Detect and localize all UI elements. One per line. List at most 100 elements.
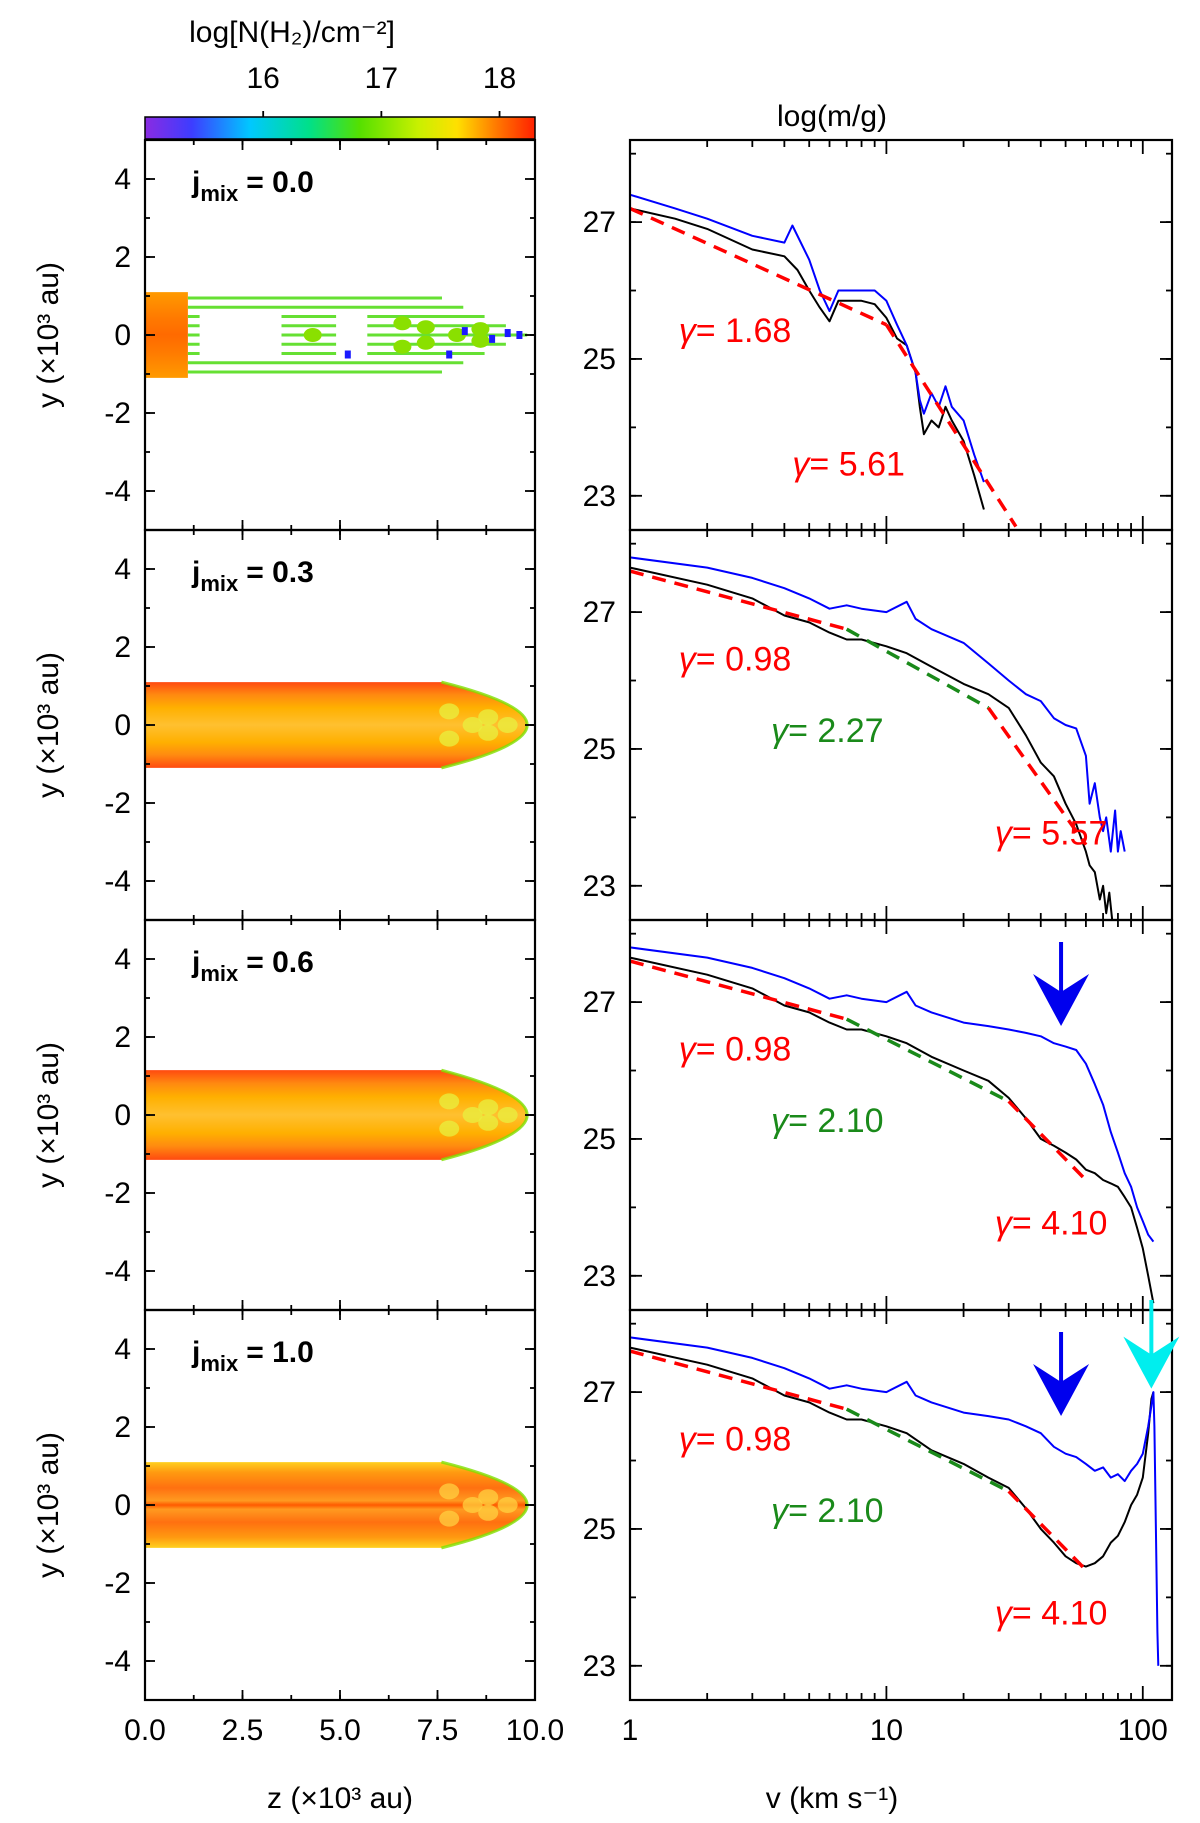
y-tick-label: -4 — [104, 865, 131, 898]
gamma-symbol: γ — [995, 815, 1014, 853]
jet-knot — [303, 328, 322, 342]
jmix-symbol: j — [191, 556, 200, 589]
x-tick-label: 7.5 — [417, 1714, 459, 1747]
jmix-subscript: mix — [200, 1351, 239, 1376]
y-tick-label: 2 — [114, 1411, 131, 1444]
y-tick-label: 4 — [114, 553, 131, 586]
y-tick-label: 25 — [583, 1123, 616, 1156]
gamma-label: γ= 4.10 — [995, 1205, 1107, 1243]
y-tick-label: 25 — [583, 1513, 616, 1546]
jet-speck — [461, 327, 468, 336]
density-panel: 4 2 0 -2 -4 0.0 2.5 5.0 7.5 10.0 y (×10³ au) jmix = … — [32, 1308, 564, 1747]
density-panel: 4 2 0 -2 -4 y (×10³ au) jmix = 0.3 — [32, 528, 537, 922]
jet-head — [145, 292, 188, 378]
jet-speck — [504, 329, 511, 338]
fit-line — [986, 706, 1088, 846]
y-tick-label: 27 — [583, 206, 616, 239]
jet-body — [145, 1070, 528, 1160]
fit-line — [630, 206, 888, 327]
gamma-label: γ= 5.61 — [792, 445, 904, 483]
jet-knot — [439, 1483, 460, 1500]
fit-line — [845, 1407, 1010, 1493]
y-tick-label: -2 — [104, 1177, 131, 1210]
jmix-value: = 0.6 — [246, 946, 314, 979]
gamma-symbol: γ — [679, 640, 698, 678]
y-tick-label: 23 — [583, 1650, 616, 1683]
jmix-symbol: j — [191, 166, 200, 199]
series-line-blue — [630, 193, 985, 483]
y-tick-label: 25 — [583, 733, 616, 766]
y-tick-label: -4 — [104, 1645, 131, 1678]
gamma-label: γ= 2.10 — [771, 1102, 883, 1140]
fit-line — [884, 323, 1018, 528]
gamma-value: = 4.10 — [1012, 1595, 1107, 1633]
left-y-axis-label: y (×10³ au) — [32, 1042, 65, 1188]
gamma-symbol: γ — [679, 1030, 698, 1068]
jet-knot — [497, 1497, 518, 1513]
plot-area — [630, 193, 1018, 528]
y-tick-label: 0 — [114, 709, 131, 742]
jet-knot — [478, 1489, 499, 1506]
gamma-label: γ= 5.57 — [995, 815, 1107, 853]
fit-line — [845, 627, 990, 710]
jet-knot — [478, 709, 499, 726]
y-tick-label: -4 — [104, 1255, 131, 1288]
gamma-value: = 0.98 — [696, 640, 791, 678]
arrow-head — [1033, 1364, 1090, 1417]
jet-knot — [439, 1120, 460, 1137]
colorbar-title: log[N(H₂)/cm⁻²] — [189, 16, 395, 49]
y-tick-label: 4 — [114, 163, 131, 196]
fit-line — [630, 959, 848, 1021]
jet-knot — [478, 1099, 499, 1116]
gamma-symbol: γ — [771, 712, 790, 750]
gamma-symbol: γ — [792, 445, 811, 483]
jmix-symbol: j — [191, 1336, 200, 1369]
arrow-head — [1123, 1336, 1180, 1389]
jmix-value: = 0.3 — [246, 556, 314, 589]
jet-knot — [462, 1107, 483, 1123]
colorbar-tick-label: 17 — [365, 62, 398, 95]
jet-knot — [478, 724, 499, 741]
y-tick-label: 2 — [114, 631, 131, 664]
jet-knot — [416, 320, 435, 335]
gamma-symbol: γ — [679, 312, 698, 350]
y-tick-label: 25 — [583, 343, 616, 376]
left-y-axis-label: y (×10³ au) — [32, 652, 65, 798]
jet-knot — [393, 316, 412, 331]
x-tick-label: 100 — [1118, 1714, 1168, 1747]
jet-knot — [439, 703, 460, 720]
arrow-head — [1033, 974, 1090, 1027]
gamma-label: γ= 0.98 — [679, 1030, 791, 1068]
right-panel-frame — [628, 1308, 1174, 1702]
y-tick-label: 0 — [114, 1489, 131, 1522]
gamma-symbol: γ — [995, 1205, 1014, 1243]
colorbar-ticks: 16 17 18 — [246, 62, 516, 117]
y-tick-label: 0 — [114, 1099, 131, 1132]
x-tick-label: 10 — [870, 1714, 903, 1747]
y-tick-label: 2 — [114, 241, 131, 274]
jet-speck — [516, 331, 523, 339]
y-tick-label: 27 — [583, 986, 616, 1019]
jet-knot — [462, 1497, 483, 1513]
jmix-subscript: mix — [200, 181, 239, 206]
right-column-title: log(m/g) — [777, 100, 887, 133]
colorbar — [144, 116, 536, 140]
gamma-value: = 5.57 — [1012, 815, 1107, 853]
gamma-value: = 2.27 — [788, 712, 883, 750]
y-tick-label: 23 — [583, 1260, 616, 1293]
jmix-label: jmix = 1.0 — [191, 1336, 314, 1376]
jmix-value: = 1.0 — [246, 1336, 314, 1369]
gamma-value: = 2.10 — [788, 1102, 883, 1140]
right-panel-frame — [628, 528, 1174, 922]
gamma-symbol: γ — [771, 1492, 790, 1530]
left-y-axis-label: y (×10³ au) — [32, 262, 65, 408]
jet-knot — [471, 322, 490, 337]
jet-knot — [471, 333, 490, 348]
jet-body — [145, 682, 528, 768]
series-line-black — [630, 207, 985, 510]
left-x-axis-label: z (×10³ au) — [267, 1782, 413, 1815]
jmix-subscript: mix — [200, 571, 239, 596]
